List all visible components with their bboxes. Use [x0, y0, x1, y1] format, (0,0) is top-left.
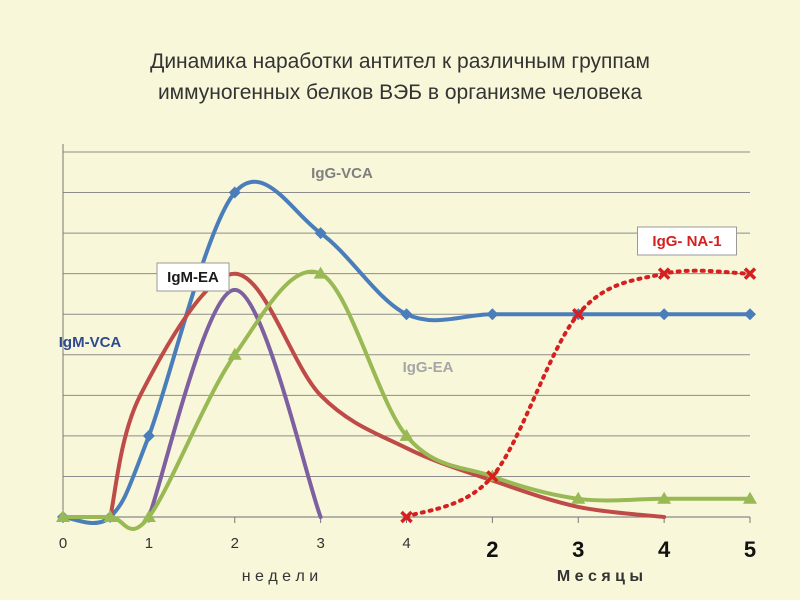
- label-box-igm-ea: [156, 262, 230, 292]
- data-point-igg-ea: [56, 510, 70, 522]
- series-label-igg-vca: IgG-VCA: [311, 165, 373, 182]
- x-tick-label: 3: [572, 537, 584, 562]
- chart-title-line-1: Динамика наработки антител к различным г…: [150, 50, 650, 73]
- data-point-igg-na-1: [743, 267, 757, 280]
- x-tick-label: 2: [486, 537, 498, 562]
- data-point-igg-vca: [744, 308, 756, 321]
- series-label-igg-na-1: IgG- NA-1: [652, 233, 721, 250]
- series-line-igg-vca: [61, 179, 752, 525]
- data-point-igg-na-1: [572, 307, 585, 321]
- data-point-igg-vca: [658, 308, 671, 321]
- data-point-igg-ea: [313, 266, 328, 279]
- data-point-igg-vca: [228, 186, 241, 199]
- data-point-igg-vca: [142, 429, 155, 442]
- x-tick-label: 2: [231, 535, 239, 552]
- label-box-igg-na-1: [637, 226, 737, 256]
- data-point-igg-na-1: [486, 470, 499, 483]
- series-line-igm-ea: [146, 287, 323, 519]
- data-point-igg-na-1: [400, 510, 413, 524]
- x-axis-label-weeks: н е д е л и: [242, 568, 318, 585]
- series-line-igm-vca: [108, 271, 667, 519]
- x-tick-label: 1: [145, 535, 153, 552]
- data-point-igg-ea: [103, 510, 118, 522]
- data-point-igg-ea: [743, 491, 757, 504]
- x-tick-label: 5: [744, 537, 756, 562]
- series-label-igm-ea: IgM-EA: [167, 269, 219, 286]
- data-point-igg-vca: [400, 308, 413, 321]
- data-point-igg-vca: [314, 227, 327, 240]
- chart-title-line-2: иммуногенных белков ВЭБ в организме чело…: [157, 81, 643, 104]
- data-point-igg-ea: [657, 491, 672, 504]
- chart-title: Динамика наработки антител к различным г…: [0, 46, 800, 108]
- data-point-igg-vca: [486, 308, 499, 321]
- x-tick-label: 0: [59, 535, 67, 552]
- x-tick-label: 4: [402, 535, 410, 552]
- x-tick-label: 3: [316, 535, 324, 552]
- data-point-igg-ea: [399, 428, 414, 441]
- data-point-igg-ea: [227, 347, 242, 360]
- data-point-igg-ea: [571, 491, 586, 504]
- data-point-igg-na-1: [657, 267, 671, 280]
- series-line-igg-na-1: [404, 268, 752, 519]
- data-point-igg-ea: [141, 510, 156, 522]
- series-label-igg-ea: IgG-EA: [403, 359, 454, 376]
- series-label-igm-vca: IgM-VCA: [59, 334, 122, 351]
- x-tick-label: 4: [658, 537, 671, 562]
- x-axis-label-months: М е с я ц ы: [557, 568, 643, 585]
